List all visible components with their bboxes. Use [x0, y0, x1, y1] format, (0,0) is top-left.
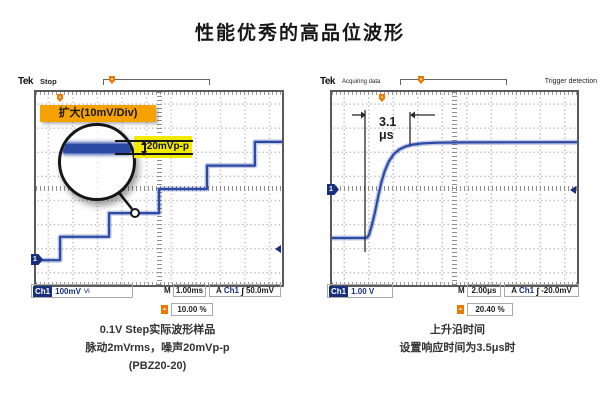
caption-line: 上升沿时间	[430, 324, 485, 336]
trigger-position-icon	[418, 76, 424, 84]
timebase-label: M	[164, 286, 171, 295]
measure-line-top	[115, 140, 193, 142]
caption-line: 0.1V Step实际波形样品	[99, 324, 216, 336]
timebase-readout: 2.00μs	[467, 284, 501, 297]
magnified-noise-band	[63, 144, 131, 153]
channel-readout: Ch1 1.00 V	[327, 284, 393, 298]
timebase-readout: 1.00ms	[173, 284, 206, 297]
trigger-position-icon	[109, 76, 115, 84]
trigger-position-icon	[457, 305, 464, 314]
trigger-position-readout: 20.40 %	[467, 303, 513, 316]
channel-badge: Ch1	[33, 285, 53, 297]
acquisition-window-bracket	[400, 79, 507, 85]
trigger-mode: A	[511, 286, 517, 295]
trigger-level-icon	[570, 186, 576, 194]
rise-waveform	[332, 139, 577, 241]
caption-line: 脉动2mVrms，噪声20mVp-p	[85, 342, 230, 354]
channel1-position-marker: 1	[327, 184, 339, 195]
center-vertical-axis	[452, 92, 457, 285]
trigger-source: Ch1	[518, 286, 535, 295]
callout-ring	[130, 208, 140, 218]
right-arrow-icon	[361, 111, 366, 119]
trigger-level: -20.0mV	[541, 286, 572, 295]
trigger-readout: A Ch1 ʃ -20.0mV	[504, 284, 579, 297]
trigger-position-value: 20.40 %	[475, 305, 505, 314]
timebase-value: 2.00μs	[471, 286, 497, 295]
waveform-trace	[332, 141, 577, 240]
measure-arrow-icon	[141, 140, 148, 156]
trigger-mode: A	[216, 286, 222, 295]
channel1-position-marker: 1	[31, 254, 43, 265]
rising-edge-icon: ʃ	[536, 285, 540, 296]
right-caption: 上升沿时间 设置响应时间为3.5μs时	[315, 321, 600, 357]
timebase-label: M	[458, 286, 465, 295]
scope-display: 1 扩大(10mV/Div) 20mVp-p	[31, 90, 284, 287]
caption-line: 设置响应时间为3.5μs时	[399, 342, 516, 354]
trigger-detection-status: Trigger detection	[544, 78, 597, 85]
rising-edge-icon: ʃ	[240, 285, 244, 296]
oscilloscope-left: Tek Stop 1 扩大(10mV/Div) 20mVp-p Ch1	[15, 74, 300, 372]
channel-readout: Ch1 100mV Ⅵ	[31, 284, 133, 298]
trigger-position-icon	[379, 94, 385, 102]
rise-time-unit: μs	[379, 128, 394, 142]
caption-line: (PBZ20-20)	[128, 360, 187, 372]
trigger-position-value: 10.00 %	[177, 305, 207, 314]
left-arrow-icon	[410, 111, 415, 119]
scope-display: 3.1 μs 1	[327, 90, 579, 287]
waveform-trace	[36, 140, 282, 262]
left-caption: 0.1V Step实际波形样品 脉动2mVrms，噪声20mVp-p (PBZ2…	[15, 321, 300, 375]
trigger-source: Ch1	[223, 286, 239, 295]
magnifier-banner: 扩大(10mV/Div)	[40, 105, 156, 122]
vertical-scale: 100mV	[55, 286, 81, 296]
trigger-readout: A Ch1 ʃ 50.0mV	[209, 284, 281, 297]
staircase-waveform	[36, 139, 282, 263]
magnifier-circle	[58, 123, 136, 201]
rise-time-number: 3.1	[379, 115, 397, 129]
measure-line-bottom	[115, 153, 193, 155]
trigger-level: 50.0mV	[245, 286, 274, 295]
trigger-position-readout: 10.00 %	[171, 303, 213, 316]
acquisition-window-bracket	[103, 79, 210, 85]
rise-time-annotation	[352, 110, 435, 252]
channel-badge: Ch1	[329, 285, 349, 297]
tek-logo: Tek	[18, 76, 34, 87]
oscilloscope-right: Tek Acquiring data Trigger detection 3.1…	[315, 74, 600, 354]
tek-logo: Tek	[320, 76, 336, 87]
rise-time-value: 3.1 μs	[379, 116, 396, 142]
trigger-position-icon	[57, 94, 63, 102]
acquisition-status: Acquiring data	[342, 79, 381, 85]
acquisition-status: Stop	[40, 77, 57, 86]
page-title: 性能优秀的高品位波形	[194, 23, 405, 44]
vertical-scale: 1.00 V	[351, 286, 375, 296]
trigger-position-icon	[161, 305, 168, 314]
coupling-icon: Ⅵ	[83, 288, 90, 295]
timebase-value: 1.00ms	[175, 286, 204, 295]
trigger-level-icon	[275, 245, 281, 253]
